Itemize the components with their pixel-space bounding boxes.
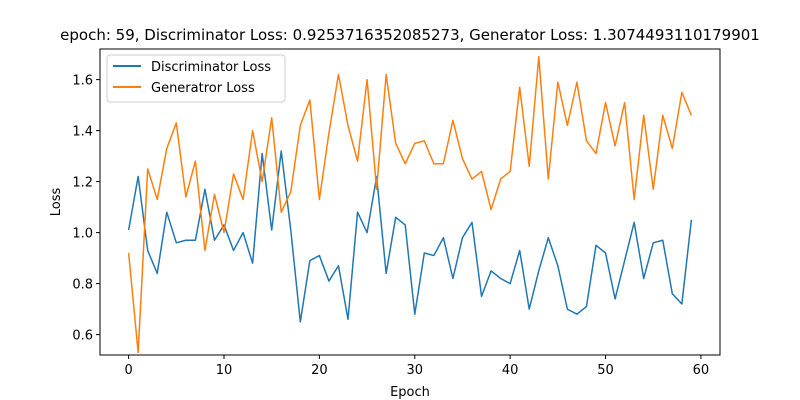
x-tick-label: 60: [693, 363, 710, 378]
y-tick-label: 0.6: [72, 329, 93, 344]
x-tick-label: 40: [502, 363, 519, 378]
series-line-discriminator: [127, 150, 693, 323]
y-axis: 0.6 0.8 1.0 1.2 1.4 1.6: [72, 74, 100, 344]
legend-box: [106, 54, 286, 103]
y-tick-label: 1.4: [72, 125, 93, 140]
legend: Discriminator Loss Generatror Loss: [106, 54, 286, 103]
plot-lines: [127, 55, 693, 354]
y-tick-label: 1.6: [72, 74, 93, 89]
legend-label-discriminator: Discriminator Loss: [151, 60, 271, 75]
x-tick-label: 20: [311, 363, 328, 378]
x-tick-label: 30: [406, 363, 423, 378]
y-tick-label: 1.2: [72, 176, 93, 191]
x-tick-label: 50: [597, 363, 614, 378]
series-line-generator: [127, 55, 693, 354]
chart-title: epoch: 59, Discriminator Loss: 0.9253716…: [60, 26, 760, 44]
plot-frame: [99, 48, 721, 356]
legend-label-generator: Generatror Loss: [151, 81, 255, 96]
x-tick-label: 10: [216, 363, 233, 378]
y-axis-label: Loss: [49, 188, 64, 217]
x-tick-label: 0: [124, 363, 132, 378]
y-tick-label: 0.8: [72, 278, 93, 293]
x-axis: 0 10 20 30 40 50 60: [124, 355, 709, 378]
y-tick-label: 1.0: [72, 227, 93, 242]
x-axis-label: Epoch: [390, 385, 430, 400]
